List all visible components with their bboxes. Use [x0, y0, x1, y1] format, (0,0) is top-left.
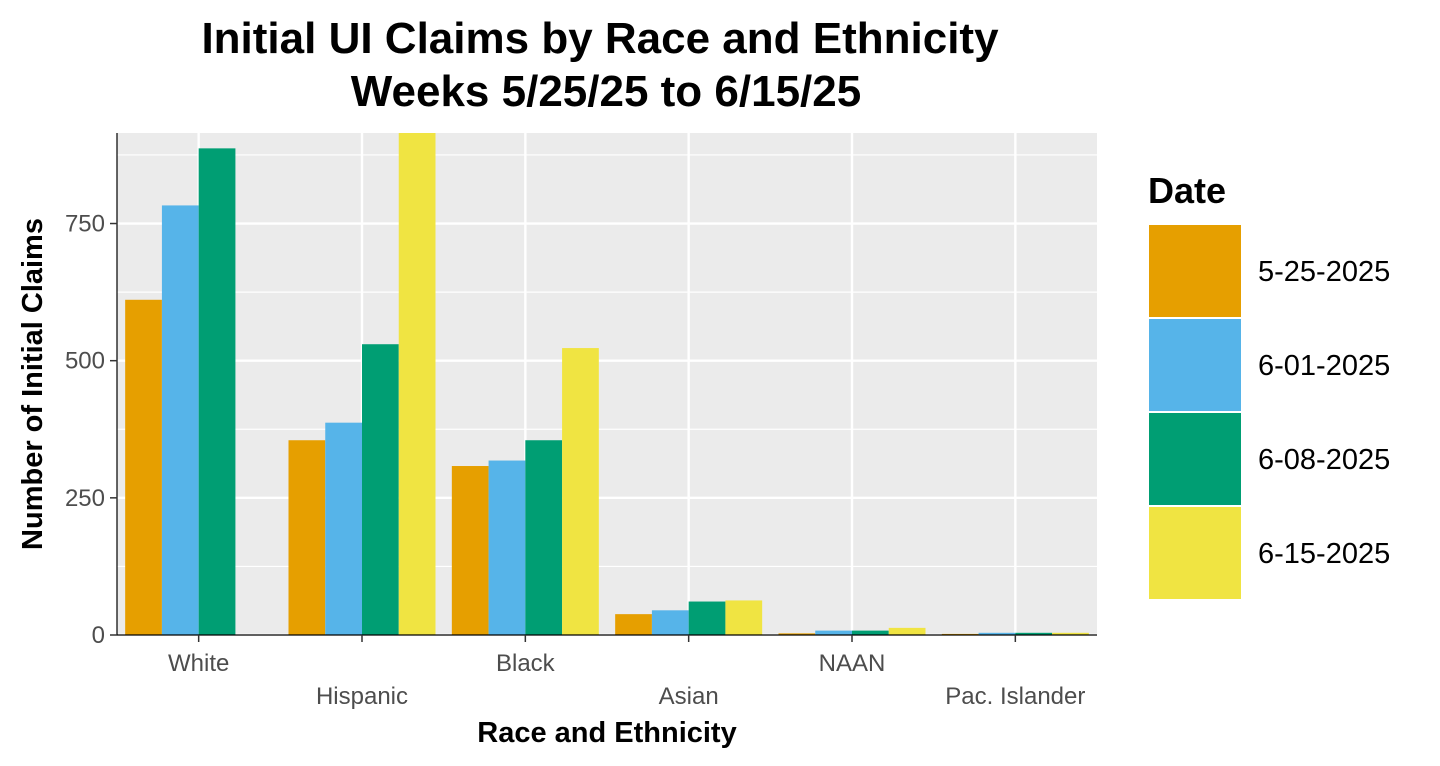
bar: [525, 440, 563, 635]
bar: [725, 600, 763, 635]
bar: [488, 460, 526, 635]
bar: [451, 466, 489, 635]
x-tick-label: White: [168, 650, 229, 677]
legend-label: 6-15-2025: [1258, 538, 1390, 570]
axes: 0 250 500 750 White Hispanic Black Asian NAAN Pac…: [65, 133, 1097, 710]
y-tick-label: 0: [92, 622, 105, 649]
legend-label: 5-25-2025: [1258, 256, 1390, 288]
legend-title: Date: [1148, 170, 1226, 211]
bar: [815, 630, 852, 635]
y-axis-title: Number of Initial Claims: [17, 218, 49, 550]
bar: [198, 148, 236, 635]
plot-panel: [117, 133, 1097, 635]
bar: [978, 632, 1016, 635]
bar: [125, 299, 162, 635]
bar: [615, 614, 652, 635]
bar: [288, 440, 326, 635]
bar: [778, 633, 816, 635]
bar: [852, 630, 889, 635]
bar: [688, 601, 726, 635]
x-axis-title: Race and Ethnicity: [477, 717, 736, 749]
legend-key: [1147, 223, 1243, 319]
x-tick-label: Black: [496, 650, 556, 677]
legend-label: 6-01-2025: [1258, 350, 1390, 382]
bar: [398, 133, 436, 635]
x-tick-label: Hispanic: [316, 683, 408, 710]
bars: [125, 133, 1089, 635]
x-tick-label: Pac. Islander: [945, 683, 1085, 710]
y-tick-label: 500: [65, 348, 105, 375]
bar: [325, 422, 362, 635]
bar: [562, 348, 599, 635]
bar: [1015, 632, 1053, 635]
bar: [161, 205, 199, 635]
x-tick-label: NAAN: [819, 650, 886, 677]
legend-label: 6-08-2025: [1258, 444, 1390, 476]
chart-subtitle: Weeks 5/25/25 to 6/15/25: [351, 67, 861, 116]
legend: Date 5-25-2025 6-01-2025 6-08-2025 6-15-202…: [1147, 170, 1390, 601]
legend-key: [1147, 317, 1243, 413]
y-tick-label: 750: [65, 211, 105, 238]
bar: [1052, 632, 1089, 635]
y-tick-label: 250: [65, 485, 105, 512]
x-tick-label: Asian: [659, 683, 719, 710]
bar: [362, 344, 399, 635]
legend-key: [1147, 411, 1243, 507]
bar: [651, 610, 689, 635]
legend-key: [1147, 505, 1243, 601]
chart-title: Initial UI Claims by Race and Ethnicity: [201, 14, 999, 63]
panel-background: [117, 133, 1097, 635]
bar: [888, 627, 926, 635]
